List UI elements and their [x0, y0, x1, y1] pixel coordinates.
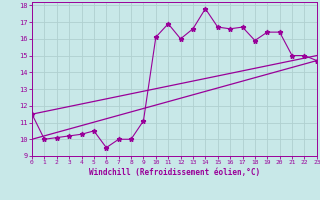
X-axis label: Windchill (Refroidissement éolien,°C): Windchill (Refroidissement éolien,°C) — [89, 168, 260, 177]
